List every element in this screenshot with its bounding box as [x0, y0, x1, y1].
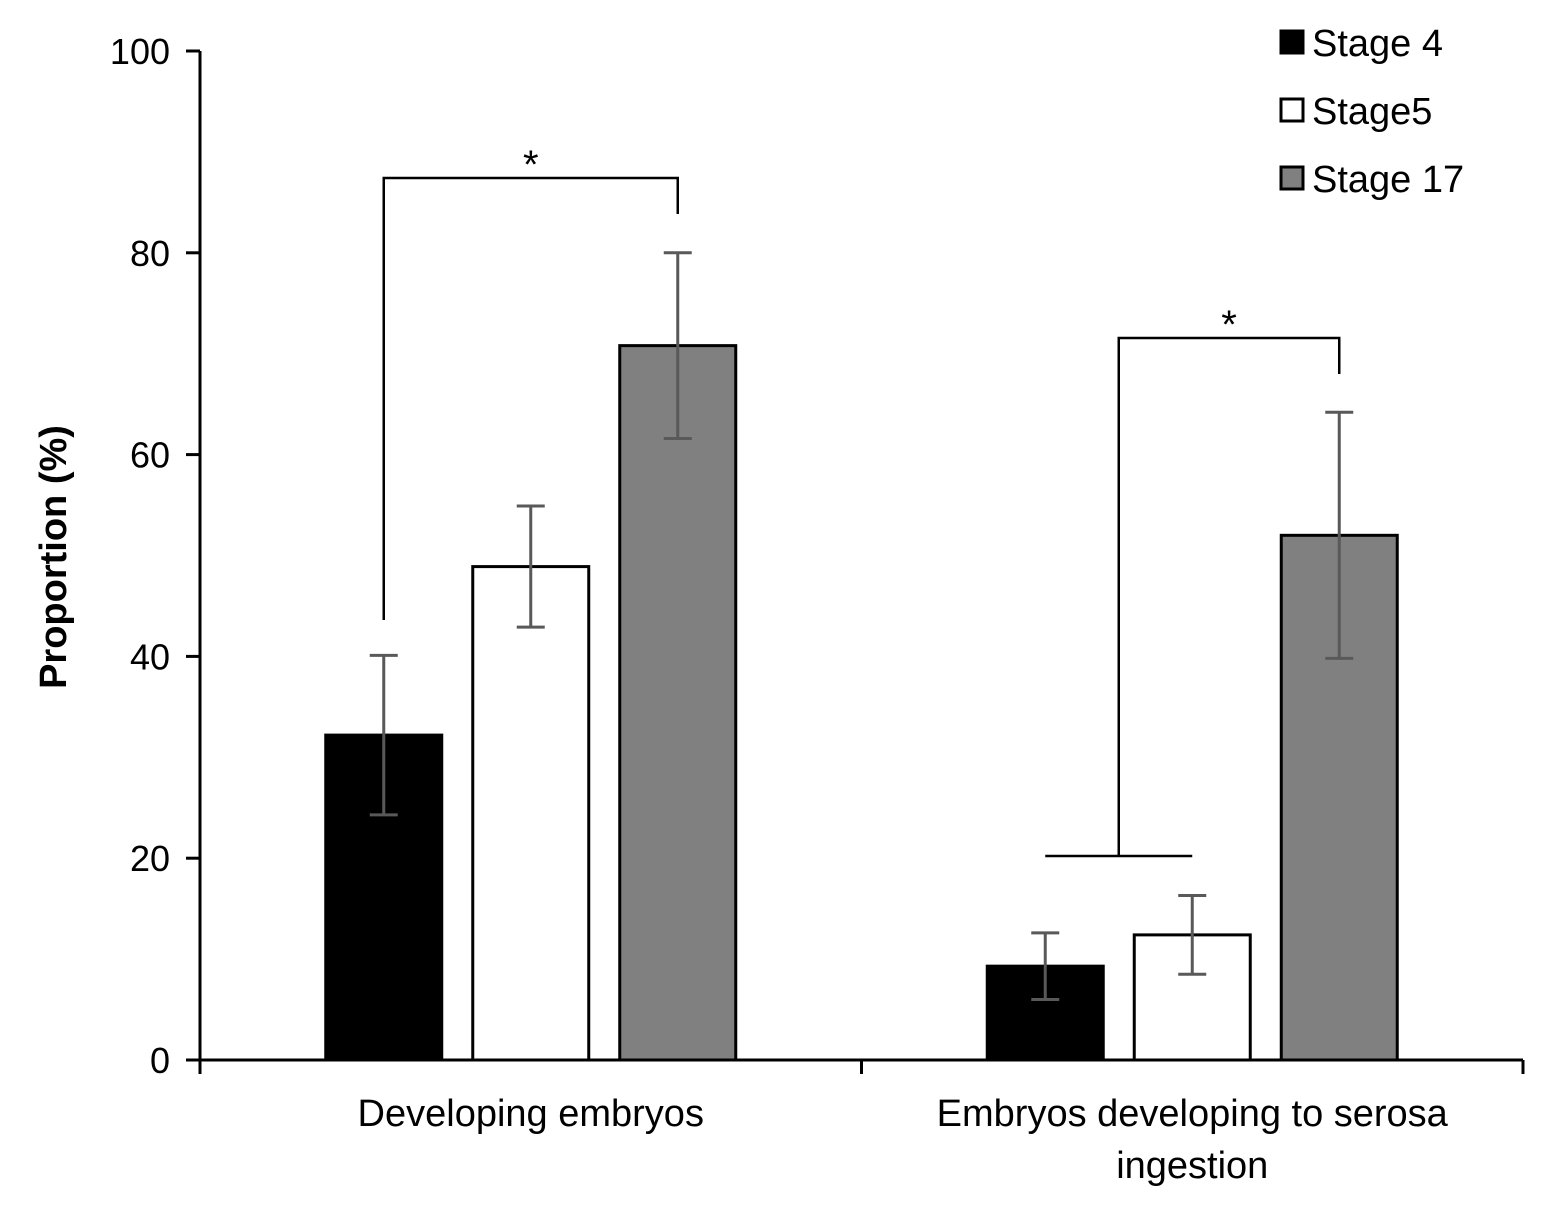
- significance-bracket: *: [1045, 303, 1341, 858]
- x-category-label-line: Embryos developing to serosa: [937, 1093, 1449, 1135]
- y-tick-label: 100: [110, 31, 170, 72]
- error-bar: [369, 653, 398, 817]
- error-bar: [1325, 410, 1354, 660]
- error-bar: [663, 251, 692, 440]
- y-tick-label: 80: [130, 233, 170, 274]
- x-category-label: Embryos developing to serosa ingestion: [937, 1093, 1449, 1187]
- significance-bracket: *: [382, 143, 679, 620]
- significance-star: *: [523, 143, 539, 187]
- legend-label: Stage5: [1312, 91, 1432, 133]
- x-category-label-line: ingestion: [1116, 1145, 1268, 1187]
- y-axis-title-group: Proportion (%): [33, 425, 75, 689]
- legend-swatch: [1279, 165, 1305, 191]
- legend: Stage 4 Stage5 Stage 17: [1279, 23, 1464, 201]
- y-axis-title: Proportion (%): [33, 425, 75, 689]
- error-bar: [1031, 931, 1060, 1001]
- bracket-line: [1117, 336, 1341, 856]
- y-tick-label: 60: [130, 435, 170, 476]
- significance-star: *: [1221, 303, 1237, 347]
- legend-label: Stage 17: [1312, 159, 1464, 201]
- bar: [471, 565, 591, 1062]
- error-bar: [516, 504, 545, 629]
- y-tick-label: 40: [130, 636, 170, 677]
- legend-label: Stage 4: [1312, 23, 1443, 65]
- x-category-label-line: Developing embryos: [358, 1093, 704, 1135]
- legend-swatch: [1279, 97, 1305, 123]
- bracket-line: [382, 176, 679, 620]
- y-tick-label: 20: [130, 838, 170, 879]
- x-category-label: Developing embryos: [358, 1093, 704, 1135]
- legend-swatch: [1279, 29, 1305, 55]
- bar: [618, 344, 738, 1062]
- error-bar: [1178, 894, 1207, 976]
- y-tick-label: 0: [150, 1040, 170, 1081]
